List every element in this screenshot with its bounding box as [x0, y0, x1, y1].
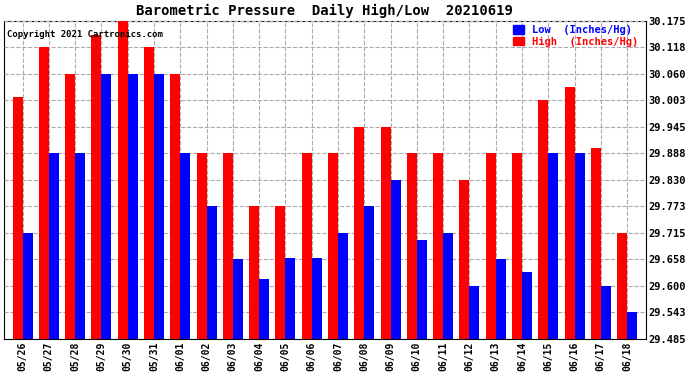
Bar — [354, 127, 364, 339]
Bar — [575, 153, 584, 339]
Bar — [312, 258, 322, 339]
Bar — [469, 286, 480, 339]
Bar — [486, 153, 495, 339]
Legend: Low  (Inches/Hg), High  (Inches/Hg): Low (Inches/Hg), High (Inches/Hg) — [511, 23, 640, 49]
Bar — [364, 206, 374, 339]
Bar — [49, 153, 59, 339]
Bar — [197, 153, 206, 339]
Bar — [381, 127, 391, 339]
Bar — [75, 153, 85, 339]
Bar — [601, 286, 611, 339]
Bar — [302, 153, 312, 339]
Bar — [538, 100, 549, 339]
Bar — [433, 153, 443, 339]
Bar — [259, 279, 269, 339]
Bar — [338, 233, 348, 339]
Bar — [443, 233, 453, 339]
Bar — [12, 97, 23, 339]
Bar — [101, 74, 111, 339]
Bar — [233, 259, 243, 339]
Bar — [391, 180, 401, 339]
Bar — [627, 312, 637, 339]
Bar — [617, 233, 627, 339]
Bar — [128, 74, 138, 339]
Bar — [407, 153, 417, 339]
Bar — [275, 206, 286, 339]
Bar — [206, 206, 217, 339]
Text: Copyright 2021 Cartronics.com: Copyright 2021 Cartronics.com — [8, 30, 164, 39]
Bar — [170, 74, 180, 339]
Bar — [39, 47, 49, 339]
Bar — [144, 47, 154, 339]
Bar — [460, 180, 469, 339]
Bar — [549, 153, 558, 339]
Bar — [65, 74, 75, 339]
Bar — [495, 259, 506, 339]
Bar — [512, 153, 522, 339]
Bar — [23, 233, 32, 339]
Bar — [417, 240, 427, 339]
Bar — [118, 21, 128, 339]
Bar — [286, 258, 295, 339]
Bar — [180, 153, 190, 339]
Bar — [522, 272, 532, 339]
Bar — [564, 87, 575, 339]
Bar — [223, 153, 233, 339]
Bar — [591, 147, 601, 339]
Bar — [154, 74, 164, 339]
Bar — [92, 35, 101, 339]
Bar — [328, 153, 338, 339]
Title: Barometric Pressure  Daily High/Low  20210619: Barometric Pressure Daily High/Low 20210… — [137, 4, 513, 18]
Bar — [249, 206, 259, 339]
